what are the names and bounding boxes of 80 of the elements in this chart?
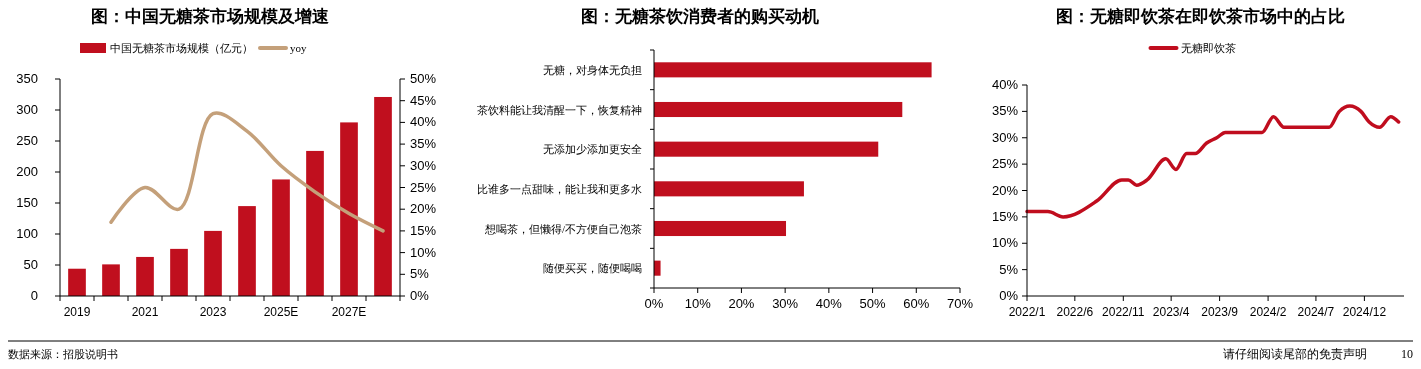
y2-tick-label: 15% xyxy=(410,222,437,238)
y2-tick-label: 35% xyxy=(410,136,437,152)
x-tick-label: 2022/6 xyxy=(1056,305,1094,319)
bar xyxy=(68,268,86,296)
y-tick-label: 随便买买，随便喝喝 xyxy=(543,262,642,275)
x-tick-label: 2024/2 xyxy=(1249,305,1287,319)
text: 请仔细阅读尾部的免责声明 xyxy=(1223,347,1367,361)
y-tick-label: 0 xyxy=(30,288,38,303)
x-tick-label: 2024/12 xyxy=(1342,305,1387,319)
y-tick-label: 20% xyxy=(991,182,1019,198)
y-tick-label: 无添加少添加更安全 xyxy=(543,143,642,156)
x-tick-label: 2027E xyxy=(331,305,367,319)
bar xyxy=(204,230,222,296)
y-tick-label: 300 xyxy=(16,102,38,117)
y-tick-label: 25% xyxy=(991,156,1019,172)
bar xyxy=(340,122,358,296)
bar xyxy=(102,264,120,296)
x-tick-label: 30% xyxy=(772,296,799,311)
y-tick-label: 茶饮料能让我清醒一下，恢复精神 xyxy=(477,103,642,116)
legend-label: 中国无糖茶市场规模（亿元） xyxy=(110,42,253,54)
x-tick-label: 60% xyxy=(903,296,930,311)
bar xyxy=(136,256,154,296)
y2-tick-label: 5% xyxy=(410,266,430,282)
bar xyxy=(306,150,324,296)
bar xyxy=(654,101,903,118)
x-tick-label: 70% xyxy=(946,296,974,311)
source-note: 数据来源：招股说明书 xyxy=(8,348,118,360)
y-tick-label: 5% xyxy=(999,261,1019,277)
y-tick-label: 40% xyxy=(991,77,1019,92)
x-tick-label: 20% xyxy=(728,296,755,311)
y-tick-label: 无糖，对身体无负担 xyxy=(543,63,642,76)
x-tick-label: 2019 xyxy=(63,305,91,319)
x-tick-label: 2023/9 xyxy=(1201,305,1239,319)
y2-tick-label: 50% xyxy=(410,71,437,86)
x-tick-label: 2022/11 xyxy=(1102,305,1145,319)
chart-title: 图：中国无糖茶市场规模及增速 xyxy=(91,7,329,26)
y-tick-label: 想喝茶，但懒得/不方便自己泡茶 xyxy=(483,222,642,235)
y-tick-label: 比谁多一点甜味，能让我和更多水 xyxy=(477,182,642,195)
y-tick-label: 50 xyxy=(23,257,38,272)
legend-label: yoy xyxy=(290,42,307,54)
y2-tick-label: 20% xyxy=(410,201,437,217)
y-tick-label: 30% xyxy=(991,129,1019,145)
bar xyxy=(272,179,290,296)
x-tick-label: 2023 xyxy=(199,305,227,319)
bar xyxy=(654,220,787,237)
y-tick-label: 350 xyxy=(16,71,38,86)
y-tick-label: 15% xyxy=(991,208,1019,224)
bar xyxy=(170,248,188,296)
x-tick-label: 40% xyxy=(815,296,843,311)
chart-title: 图：无糖即饮茶在即饮茶市场中的占比 xyxy=(1056,7,1345,26)
bar xyxy=(654,181,804,197)
bar xyxy=(374,96,392,296)
y-tick-label: 10% xyxy=(991,235,1019,251)
y-tick-label: 100 xyxy=(16,226,38,241)
y-tick-label: 150 xyxy=(16,195,38,210)
y2-tick-label: 10% xyxy=(410,244,437,260)
x-tick-label: 2022/1 xyxy=(1008,305,1046,319)
y2-tick-label: 40% xyxy=(410,114,437,130)
bar xyxy=(654,260,661,276)
y-tick-label: 250 xyxy=(16,133,38,148)
chart-title: 图：无糖茶饮消费者的购买动机 xyxy=(581,7,819,26)
y2-tick-label: 45% xyxy=(410,92,437,108)
y2-tick-label: 30% xyxy=(410,157,437,173)
bar xyxy=(654,62,932,78)
y2-tick-label: 25% xyxy=(410,179,437,195)
line-series xyxy=(1025,104,1401,219)
x-tick-label: 10% xyxy=(684,296,712,311)
legend-label: 无糖即饮茶 xyxy=(1180,42,1236,54)
x-tick-label: 2024/7 xyxy=(1297,305,1335,319)
bar xyxy=(238,206,256,296)
x-tick-label: 2025E xyxy=(263,305,299,319)
x-tick-label: 2021 xyxy=(131,305,159,319)
x-tick-label: 2023/4 xyxy=(1152,305,1190,319)
y-tick-label: 200 xyxy=(16,164,38,179)
y-tick-label: 35% xyxy=(991,103,1019,119)
bar xyxy=(654,141,879,157)
x-tick-label: 0% xyxy=(644,296,664,311)
text: 10 xyxy=(1401,347,1413,361)
x-tick-label: 50% xyxy=(859,296,887,311)
line-series xyxy=(109,111,385,233)
